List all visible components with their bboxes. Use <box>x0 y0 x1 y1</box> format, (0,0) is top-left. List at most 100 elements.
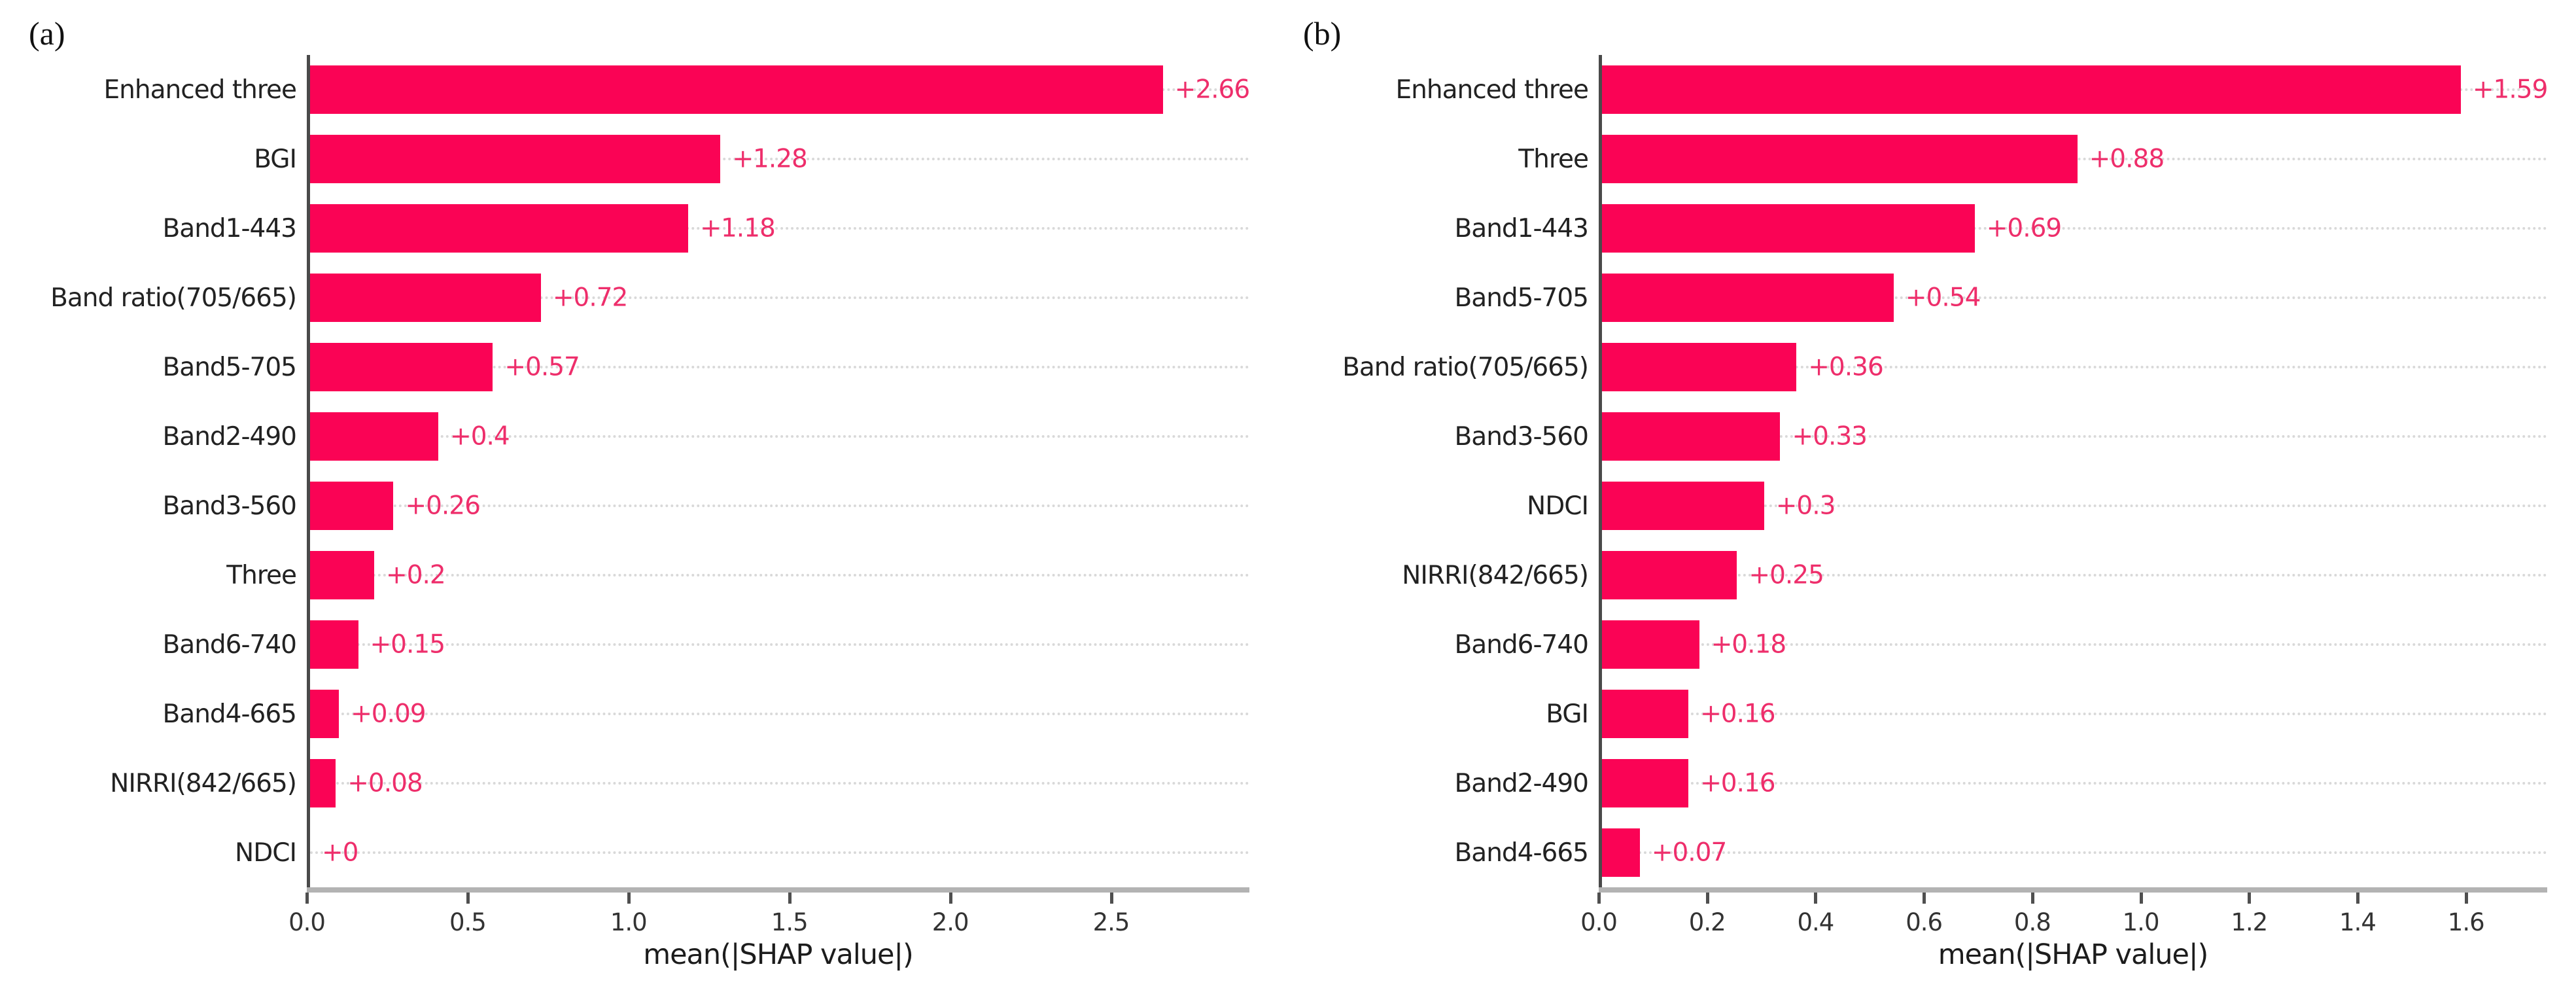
x-tick-label: 0.4 <box>1797 908 1835 936</box>
bar <box>1602 759 1689 807</box>
category-label: Enhanced three <box>1395 75 1589 105</box>
bar <box>310 204 689 253</box>
bar-row: Band1-443 +0.69 <box>1277 194 2547 263</box>
panel-a-tag: (a) <box>29 15 65 52</box>
category-label: BGI <box>1546 699 1589 729</box>
bar-row: Band2-490 +0.16 <box>1277 749 2547 818</box>
bar-track: +0 <box>307 818 1249 887</box>
x-tick-label: 1.6 <box>2447 908 2485 936</box>
gridline <box>1602 366 2547 368</box>
bar-row: NIRRI(842/665) +0.25 <box>1277 540 2547 610</box>
gridline <box>310 435 1249 438</box>
category-label: Band3-560 <box>162 491 297 521</box>
bar-row: NIRRI(842/665) +0.08 <box>3 749 1249 818</box>
value-label: +0.08 <box>347 768 423 798</box>
value-label: +0.54 <box>1905 283 1981 313</box>
x-tick-mark <box>1597 893 1601 904</box>
value-label: +0.36 <box>1808 352 1884 382</box>
category-label: Band6-740 <box>162 629 297 660</box>
bar-track: +0.09 <box>307 679 1249 749</box>
x-tick-mark <box>949 893 952 904</box>
bar-track: +0.15 <box>307 610 1249 679</box>
gridline <box>1602 713 2547 715</box>
bar <box>1602 828 1640 877</box>
bar <box>1602 412 1781 461</box>
bar <box>310 759 336 807</box>
bar <box>310 135 721 183</box>
bar-row: Band ratio(705/665) +0.72 <box>3 263 1249 332</box>
bar-track: +0.16 <box>1599 679 2547 749</box>
bar-track: +0.08 <box>307 749 1249 818</box>
value-label: +0.16 <box>1700 699 1776 729</box>
x-tick-mark <box>788 893 792 904</box>
gridline <box>310 851 1249 854</box>
panel-a: (a) Enhanced three +2.66 BGI +1.28 Band1-443… <box>3 0 1276 992</box>
x-tick-mark <box>627 893 631 904</box>
bar-track: +0.18 <box>1599 610 2547 679</box>
value-label: +0.07 <box>1651 838 1728 868</box>
gridline <box>1602 505 2547 507</box>
x-tick-label: 0.8 <box>2013 908 2051 936</box>
x-tick-mark <box>1109 893 1113 904</box>
bar-track: +0.3 <box>1599 471 2547 540</box>
bar-row: Band3-560 +0.26 <box>3 471 1249 540</box>
bar-track: +0.33 <box>1599 402 2547 471</box>
gridline <box>1602 574 2547 576</box>
category-label: NIRRI(842/665) <box>110 768 297 798</box>
gridline <box>1602 851 2547 854</box>
bar-track: +0.36 <box>1599 332 2547 402</box>
bar <box>310 482 394 530</box>
x-tick-mark <box>2139 893 2143 904</box>
bar-track: +0.72 <box>307 263 1249 332</box>
bar-track: +0.26 <box>307 471 1249 540</box>
gridline <box>310 782 1249 785</box>
gridline <box>1602 296 2547 299</box>
bar-row: Band6-740 +0.18 <box>1277 610 2547 679</box>
x-tick-label: 1.2 <box>2231 908 2268 936</box>
x-tick-label: 0.2 <box>1688 908 1726 936</box>
x-axis-spine <box>1599 887 2547 893</box>
x-tick-mark <box>2356 893 2359 904</box>
gridline <box>1602 643 2547 646</box>
bar-track: +2.66 <box>307 55 1251 124</box>
category-label: Band ratio(705/665) <box>1342 352 1589 382</box>
bar-row: Band5-705 +0.54 <box>1277 263 2547 332</box>
bar <box>1602 343 1797 391</box>
value-label: +0.15 <box>370 629 446 660</box>
value-label: +1.59 <box>2472 75 2549 105</box>
x-tick-label: 1.4 <box>2339 908 2376 936</box>
value-label: +0 <box>322 838 358 868</box>
value-label: +2.66 <box>1174 75 1251 105</box>
category-label: NDCI <box>235 838 297 868</box>
rows: Enhanced three +2.66 BGI +1.28 Band1-443 +1.1… <box>3 55 1251 887</box>
category-label: Band1-443 <box>1454 213 1589 243</box>
gridline <box>310 296 1249 299</box>
x-axis-label: mean(|SHAP value|) <box>1938 938 2209 971</box>
bar-track: +0.07 <box>1599 818 2547 887</box>
x-tick-mark <box>2030 893 2034 904</box>
bar-track: +0.4 <box>307 402 1249 471</box>
gridline <box>310 505 1249 507</box>
x-tick-label: 0.5 <box>449 908 487 936</box>
bar-track: +0.2 <box>307 540 1249 610</box>
bar <box>1602 135 2078 183</box>
bar-track: +1.18 <box>307 194 1249 263</box>
category-label: Band5-705 <box>162 352 297 382</box>
bar <box>310 620 358 669</box>
gridline <box>310 574 1249 576</box>
bar <box>1602 482 1764 530</box>
bar-row: Band1-443 +1.18 <box>3 194 1249 263</box>
panel-b: (b) Enhanced three +1.59 Three +0.88 Band1-4… <box>1277 0 2576 992</box>
category-label: NDCI <box>1527 491 1589 521</box>
gridline <box>1602 782 2547 785</box>
category-label: NIRRI(842/665) <box>1402 560 1589 590</box>
category-label: Band5-705 <box>1454 283 1589 313</box>
gridline <box>310 643 1249 646</box>
bar <box>310 690 339 738</box>
category-label: Band4-665 <box>162 699 297 729</box>
value-label: +0.09 <box>351 699 426 729</box>
x-tick-label: 0.6 <box>1906 908 1943 936</box>
x-tick-label: 2.5 <box>1092 908 1130 936</box>
x-tick-label: 0.0 <box>288 908 326 936</box>
bar-row: BGI +1.28 <box>3 124 1249 194</box>
